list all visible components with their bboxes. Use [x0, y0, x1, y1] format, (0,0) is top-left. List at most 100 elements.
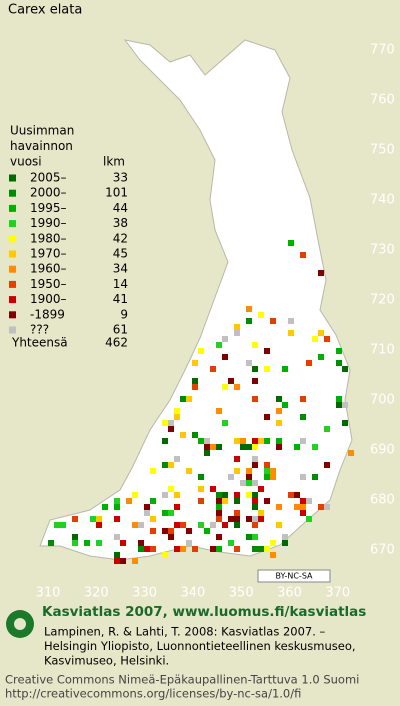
grid-y-label: 700	[370, 393, 395, 408]
observation-square	[246, 468, 252, 474]
observation-square	[138, 522, 144, 528]
legend-swatch	[9, 235, 16, 243]
legend-swatch	[9, 250, 16, 258]
observation-square	[114, 552, 120, 558]
observation-square	[180, 396, 186, 402]
observation-square	[258, 510, 264, 516]
observation-square	[264, 438, 270, 444]
observation-square	[282, 534, 288, 540]
legend-swatch	[9, 326, 16, 334]
legend-label: 2000–	[30, 186, 67, 200]
observation-square	[240, 480, 246, 486]
observation-square	[174, 456, 180, 462]
legend-count: 41	[113, 292, 128, 306]
legend-count-heading: lkm	[103, 155, 125, 169]
grid-y-label: 730	[370, 243, 395, 258]
observation-square	[336, 360, 342, 366]
observation-square	[222, 336, 228, 342]
grid-y-label: 670	[370, 543, 395, 558]
observation-square	[282, 402, 288, 408]
observation-square	[174, 522, 180, 528]
observation-square	[276, 408, 282, 414]
observation-square	[270, 540, 276, 546]
citation-line: Helsingin Yliopisto, Luonnontieteellinen…	[44, 639, 356, 653]
observation-square	[228, 474, 234, 480]
observation-square	[252, 522, 258, 528]
legend-total-label: Yhteensä	[11, 336, 68, 350]
observation-square	[300, 396, 306, 402]
observation-square	[114, 504, 120, 510]
grid-x-label: 370	[325, 586, 350, 601]
observation-square	[228, 516, 234, 522]
legend-swatch	[9, 265, 16, 273]
observation-square	[234, 468, 240, 474]
observation-square	[252, 480, 258, 486]
legend-swatch	[9, 280, 16, 288]
observation-square	[162, 438, 168, 444]
observation-square	[306, 516, 312, 522]
legend-swatch	[9, 311, 16, 319]
legend-count: 101	[105, 186, 128, 200]
observation-square	[180, 522, 186, 528]
observation-square	[228, 540, 234, 546]
observation-square	[210, 546, 216, 552]
observation-square	[288, 318, 294, 324]
observation-square	[258, 438, 264, 444]
observation-square	[150, 498, 156, 504]
observation-square	[264, 498, 270, 504]
observation-square	[192, 360, 198, 366]
observation-square	[246, 474, 252, 480]
observation-square	[138, 540, 144, 546]
observation-square	[324, 462, 330, 468]
observation-square	[258, 546, 264, 552]
legend-swatch	[9, 204, 16, 212]
license-line: http://creativecommons.org/licenses/by-n…	[5, 687, 301, 701]
observation-square	[342, 402, 348, 408]
observation-square	[144, 510, 150, 516]
grid-y-label: 740	[370, 193, 395, 208]
observation-square	[264, 414, 270, 420]
grid-y-label: 710	[370, 343, 395, 358]
grid-x-label: 320	[84, 586, 109, 601]
citation-line: Kasvimuseo, Helsinki.	[44, 654, 169, 668]
observation-square	[252, 516, 258, 522]
observation-square	[252, 534, 258, 540]
observation-square	[246, 444, 252, 450]
observation-square	[114, 498, 120, 504]
observation-square	[300, 498, 306, 504]
observation-square	[192, 546, 198, 552]
observation-square	[72, 540, 78, 546]
observation-square	[324, 336, 330, 342]
observation-square	[288, 240, 294, 246]
observation-square	[186, 468, 192, 474]
legend-count: 61	[113, 323, 128, 337]
observation-square	[144, 546, 150, 552]
observation-square	[264, 474, 270, 480]
observation-square	[300, 438, 306, 444]
observation-square	[246, 492, 252, 498]
observation-square	[204, 444, 210, 450]
observation-square	[216, 498, 222, 504]
footer: Lampinen, R. & Lahti, T. 2008: Kasviatla…	[5, 625, 359, 701]
observation-square	[198, 438, 204, 444]
legend-count: 44	[113, 201, 128, 215]
observation-square	[132, 522, 138, 528]
observation-square	[264, 366, 270, 372]
observation-square	[192, 378, 198, 384]
observation-square	[234, 546, 240, 552]
observation-square	[276, 504, 282, 510]
observation-square	[60, 522, 66, 528]
grid-y-label: 680	[370, 493, 395, 508]
observation-square	[264, 546, 270, 552]
observation-square	[222, 492, 228, 498]
legend-swatch	[9, 189, 16, 197]
observation-square	[246, 306, 252, 312]
observation-square	[174, 408, 180, 414]
observation-square	[216, 516, 222, 522]
legend-label: 1960–	[30, 262, 67, 276]
observation-square	[324, 504, 330, 510]
observation-square	[222, 354, 228, 360]
observation-square	[270, 318, 276, 324]
grid-y-label: 690	[370, 443, 395, 458]
